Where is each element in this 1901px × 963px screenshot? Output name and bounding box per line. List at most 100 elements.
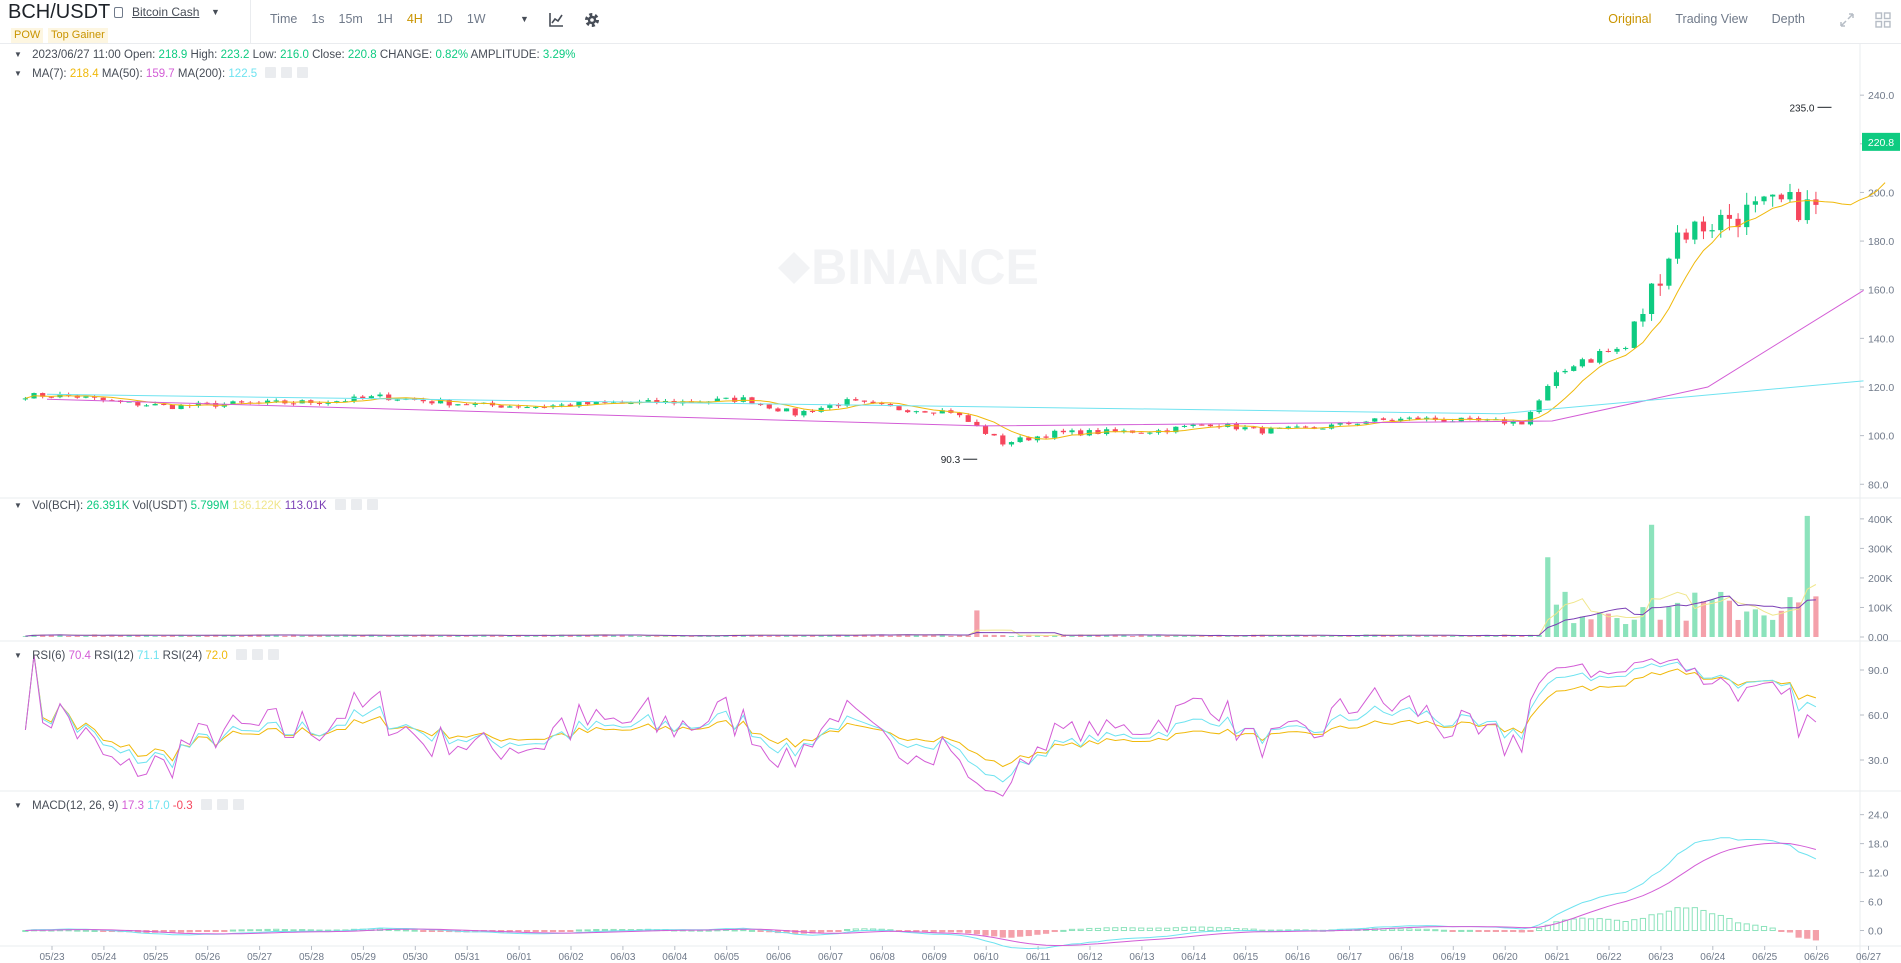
caret-down-icon[interactable]: ▼ [211,7,220,17]
coin-name-link[interactable]: Bitcoin Cash [132,5,200,19]
collapse-icon[interactable]: ▼ [14,50,22,59]
more-intervals-icon[interactable]: ▼ [520,14,529,24]
close-icon[interactable] [268,649,279,660]
close-icon[interactable] [232,799,244,810]
macd-histogram-bar [541,930,548,933]
interval-1s[interactable]: 1s [311,12,325,26]
volume-bar [1225,636,1231,637]
macd-histogram-bar [1034,930,1041,935]
volume-bar [974,610,980,637]
volume-bar [1129,636,1136,637]
settings-icon[interactable] [216,799,228,810]
macd-histogram-bar [1536,927,1543,932]
collapse-icon[interactable]: ▼ [14,801,22,810]
candle [550,405,556,408]
candle [1406,417,1412,419]
interval-1w[interactable]: 1W [466,12,486,26]
close-icon[interactable] [366,499,378,510]
macd-histogram-bar [558,930,565,933]
y-tick-label: 100K [1868,602,1893,614]
eye-icon[interactable] [200,799,212,810]
settings-icon[interactable] [252,649,263,660]
x-tick-label: 06/09 [922,952,947,963]
volume-bar [429,635,435,637]
volume-bar [1008,636,1015,637]
interval-time[interactable]: Time [270,12,298,26]
volume-bar [922,635,928,637]
eye-icon[interactable] [236,649,247,660]
interval-15m[interactable]: 15m [338,12,363,26]
x-tick-label: 06/07 [818,952,843,963]
volume-bar [714,635,720,637]
indicator-icon[interactable] [548,12,564,28]
macd-histogram-bar [939,930,946,933]
volume-bar [610,635,617,637]
candle [533,406,539,408]
settings-icon[interactable] [350,499,362,510]
ma50-line [46,289,1864,427]
tab-trading-view[interactable]: Trading View [1675,12,1748,26]
volume-bar [1804,515,1810,637]
volume-bar [48,634,54,637]
macd-histogram-bar [290,929,297,932]
interval-1d[interactable]: 1D [436,12,453,26]
close-icon[interactable] [297,67,309,78]
macd-histogram-bar [1397,928,1404,932]
divider [250,0,251,44]
macd-histogram-bar [1579,917,1586,932]
tab-original[interactable]: Original [1608,12,1652,26]
rsi12-label: RSI(12) [94,650,134,662]
collapse-icon[interactable]: ▼ [14,69,22,78]
collapse-icon[interactable]: ▼ [14,651,22,660]
volume-bar [1787,597,1793,637]
candle [1372,418,1378,422]
grid-icon[interactable] [1874,11,1892,29]
candle [1328,424,1335,429]
macd-histogram-bar [411,929,418,932]
macd-histogram-bar [420,930,427,933]
macd-histogram-bar [584,929,591,932]
candle [1060,430,1066,433]
candle [1761,196,1767,202]
volume-bar [1796,602,1802,637]
macd-dif-value: 17.3 [121,800,144,812]
settings-icon[interactable] [281,67,293,78]
candle [939,410,945,414]
gear-icon[interactable] [583,11,601,29]
tab-depth[interactable]: Depth [1771,12,1805,26]
macd-histogram-bar [195,930,202,933]
collapse-icon[interactable]: ▼ [14,501,22,510]
volume-bar [273,634,279,637]
candle [161,404,167,406]
volume-bar [169,635,176,637]
candle [437,399,444,404]
volume-bar [1337,635,1343,637]
x-tick-label: 05/31 [455,952,480,963]
macd-histogram-bar [930,930,937,933]
eye-icon[interactable] [334,499,346,510]
volume-bar [1034,635,1041,637]
vol-usdt-label: Vol(USDT) [132,500,188,512]
volume-bar [1060,634,1066,637]
volume-bar [1354,635,1361,637]
candle [1294,426,1300,428]
candle [758,404,764,406]
expand-icon[interactable] [1838,11,1856,29]
candle [1700,221,1707,232]
candle [1657,283,1663,286]
interval-1h[interactable]: 1H [376,12,393,26]
interval-4h[interactable]: 4H [406,12,423,26]
candle [1069,430,1075,433]
macd-histogram-bar [1778,930,1785,933]
candle [602,401,608,403]
volume-bar [567,634,573,637]
candle [455,404,461,406]
macd-histogram-bar [1501,930,1508,933]
eye-icon[interactable] [265,67,277,78]
macd-histogram-bar [1510,930,1517,933]
price-chart[interactable]: BINANCE 80.0 100.0 120.0 140.0 160.0 180.0 200.… [0,44,1901,963]
volume-bar [1692,592,1698,637]
volume-bar [1086,634,1092,637]
volume-bar [498,635,504,637]
rsi6-line [24,654,1817,797]
